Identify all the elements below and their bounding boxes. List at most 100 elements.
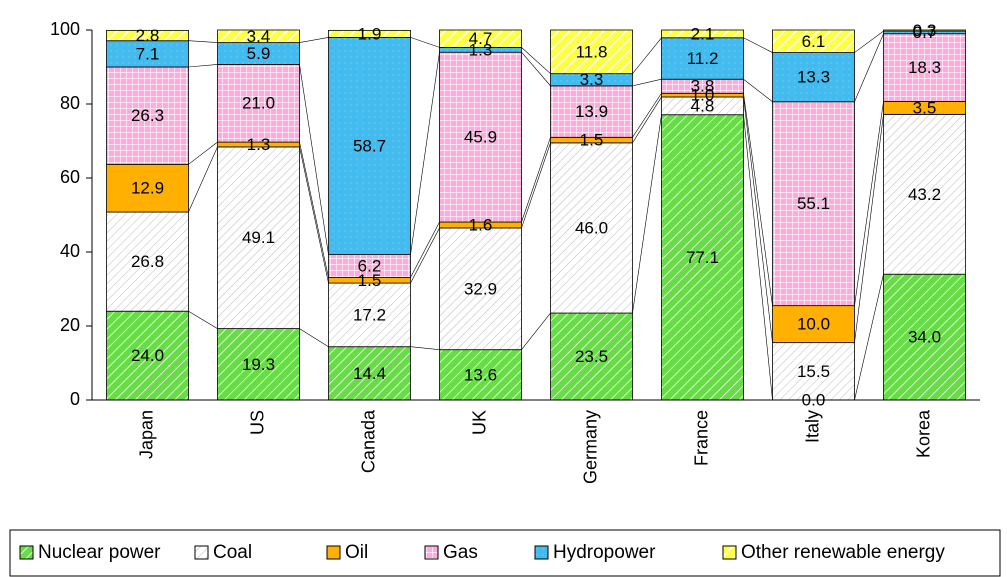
bar-segment [106,40,189,68]
x-tick-label: UK [469,410,489,435]
x-tick-label: Korea [913,409,933,458]
series-line [743,93,773,306]
bar-segment [439,349,522,401]
value-label: 43.2 [908,185,941,204]
legend-box [9,529,1001,577]
value-label: 1.5 [580,131,604,150]
value-label: 15.5 [797,362,830,381]
value-label: 19.3 [242,355,275,374]
value-label: 13.6 [464,365,497,384]
series-line [743,78,773,103]
series-line [521,142,551,229]
x-tick-label: Canada [358,409,378,473]
value-label: 32.9 [464,279,497,298]
series-line [188,146,218,213]
series-line [854,30,884,53]
bar-segment [550,142,633,314]
x-tick-label: France [691,410,711,466]
legend-label: Coal [213,542,252,563]
legend-label: Other renewable energy [741,542,945,563]
value-label: 23.5 [575,347,608,366]
bar-segment [328,37,411,255]
series-line [521,312,551,350]
value-label: 34.0 [908,328,941,347]
series-line [410,37,440,48]
bar-segment [328,346,411,401]
series-line [521,47,551,74]
y-tick-label: 100 [50,19,80,39]
value-label: 26.3 [131,106,164,125]
bar-segment [772,101,855,307]
value-label: 5.9 [247,44,271,63]
y-tick-label: 60 [60,167,80,187]
legend-swatch [722,545,737,560]
value-label: 11.2 [687,49,719,68]
bar-segment [439,51,522,223]
series-line [188,310,218,329]
bar-segment [106,66,189,165]
value-label: 11.8 [576,42,608,61]
value-label: 12.9 [131,179,164,198]
bar-segment [439,29,522,48]
series-line [854,274,884,401]
value-label: 45.9 [464,128,497,147]
value-label: 13.3 [797,68,830,87]
bar-segment [550,29,633,75]
x-tick-label: Japan [136,410,156,459]
x-tick-label: Italy [802,410,822,443]
series-line [632,93,662,138]
value-label: 10.0 [797,315,830,334]
y-tick-label: 40 [60,241,80,261]
value-label: 3.4 [247,27,271,46]
value-label: 2.8 [136,26,160,45]
value-label: 17.2 [353,305,386,324]
legend-swatch [424,545,439,560]
value-label: 1.3 [469,40,493,59]
bar-segment [883,33,966,102]
legend-swatch [534,545,549,560]
bar-segment [550,85,633,138]
series-line [632,37,662,74]
legend-label: Oil [345,542,368,563]
value-label: 7.1 [136,44,160,63]
bar-segment [217,146,300,329]
bar-segment [883,273,966,401]
value-label: 1.3 [247,135,271,154]
legend-swatch [326,545,341,560]
value-label: 3.3 [580,70,604,89]
value-label: 58.7 [353,136,386,155]
value-label: 24.0 [131,346,164,365]
series-line [188,64,218,68]
series-line [632,78,662,87]
series-line [854,101,884,306]
bar-segment [661,29,744,39]
bar-segment [661,114,744,401]
legend-swatch [19,545,34,560]
bar-segment [217,64,300,143]
series-line [410,227,440,284]
value-label: 49.1 [242,228,275,247]
series-line [743,37,773,53]
series-line [632,114,662,314]
x-tick-label: Germany [580,410,600,484]
value-label: 46.0 [575,218,608,237]
series-line [188,40,218,43]
value-label: 1.5 [358,271,382,290]
y-tick-label: 80 [60,93,80,113]
value-label: 6.2 [358,257,382,276]
value-label: 2.1 [691,24,715,43]
series-line [743,114,773,401]
series-line [299,37,329,43]
value-label: 1.9 [358,24,382,43]
bar-segment [106,29,189,42]
series-line [410,52,440,255]
series-line [521,52,551,87]
y-tick-label: 0 [70,389,80,409]
value-label: 0.3 [913,21,937,40]
value-label: 1.0 [691,86,715,105]
value-label: 21.0 [242,94,275,113]
series-line [743,96,773,343]
bar-segment [550,312,633,401]
value-label: 4.7 [469,29,493,48]
